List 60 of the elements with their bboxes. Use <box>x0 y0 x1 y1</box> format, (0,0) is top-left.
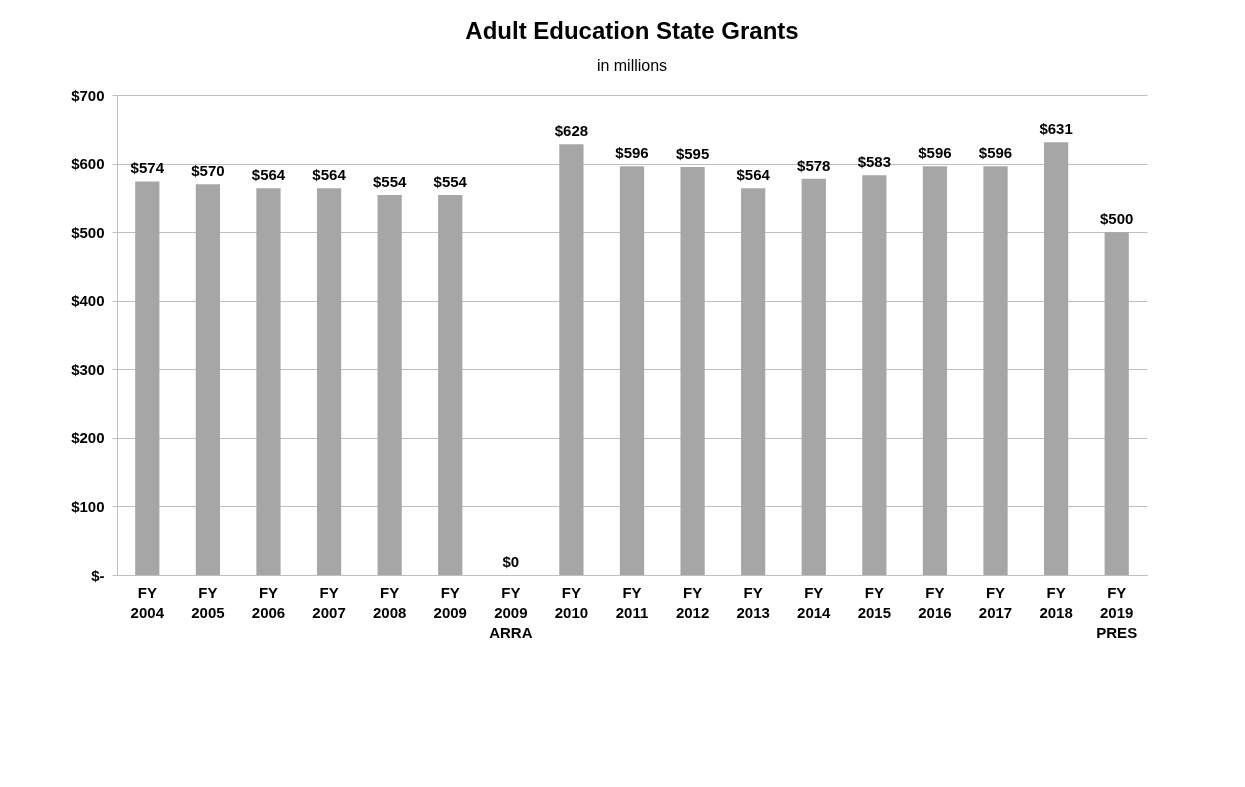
x-tick-label: FY 2007 <box>312 583 346 621</box>
data-label: $574 <box>130 159 165 177</box>
bar <box>619 166 645 575</box>
x-tick-label: FY 2011 <box>615 583 649 621</box>
data-label: $0 <box>502 553 520 570</box>
data-label: $596 <box>978 144 1013 162</box>
x-tick-label: FY 2009 <box>433 583 467 621</box>
chart-title: Adult Education State Grants <box>465 17 799 44</box>
bar <box>1104 232 1129 575</box>
x-tick-label: FY 2017 <box>978 583 1013 621</box>
data-label: $500 <box>1100 210 1134 228</box>
x-tick-label: FY 2004 <box>130 583 165 621</box>
bar <box>559 144 584 575</box>
data-label: $628 <box>554 122 589 140</box>
y-tick-label: $700 <box>71 86 105 104</box>
x-tick-label: FY 2013 <box>736 583 770 621</box>
data-label: $564 <box>736 166 771 184</box>
x-tick-label: FY 2019 PRES <box>1096 583 1138 641</box>
bar <box>741 188 766 575</box>
bar <box>135 181 160 575</box>
y-tick-label: $200 <box>71 429 105 447</box>
data-label: $554 <box>433 173 468 191</box>
x-tick-label: FY 2006 <box>251 583 286 621</box>
x-tick-label: FY 2005 <box>191 583 225 621</box>
x-tick-label: FY 2016 <box>918 583 952 621</box>
data-label: $570 <box>191 162 225 180</box>
data-label: $554 <box>372 173 407 191</box>
bar <box>922 166 948 575</box>
x-tick-label: FY 2014 <box>797 583 832 621</box>
bar <box>438 195 463 575</box>
y-tick-label: $400 <box>71 292 105 310</box>
data-label: $631 <box>1039 120 1073 138</box>
y-tick-label: $500 <box>71 223 105 241</box>
bar <box>256 188 281 575</box>
y-tick-label: $300 <box>71 360 105 378</box>
data-label: $596 <box>918 144 952 162</box>
x-tick-label: FY 2012 <box>675 583 710 621</box>
bar <box>801 178 826 575</box>
x-tick-label: FY 2009 ARRA <box>489 583 533 641</box>
x-tick-label: FY 2010 <box>554 583 589 621</box>
bar <box>680 167 705 575</box>
bar <box>862 175 887 575</box>
data-label: $595 <box>675 145 710 162</box>
bar <box>195 184 220 575</box>
bar <box>983 166 1008 575</box>
bar <box>1044 142 1069 575</box>
data-label: $564 <box>251 166 286 184</box>
data-label: $578 <box>797 156 831 174</box>
bar <box>377 195 402 575</box>
y-tick-label: $- <box>91 566 105 584</box>
x-tick-label: FY 2015 <box>857 583 892 621</box>
x-tick-label: FY 2018 <box>1039 583 1073 621</box>
data-label: $564 <box>312 166 347 184</box>
y-tick-label: $600 <box>71 155 105 173</box>
x-tick-label: FY 2008 <box>372 583 407 621</box>
bar <box>316 188 342 575</box>
data-label: $596 <box>615 144 649 162</box>
chart-subtitle: in millions <box>596 57 668 74</box>
y-tick-label: $100 <box>71 497 105 515</box>
data-label: $583 <box>857 153 892 171</box>
